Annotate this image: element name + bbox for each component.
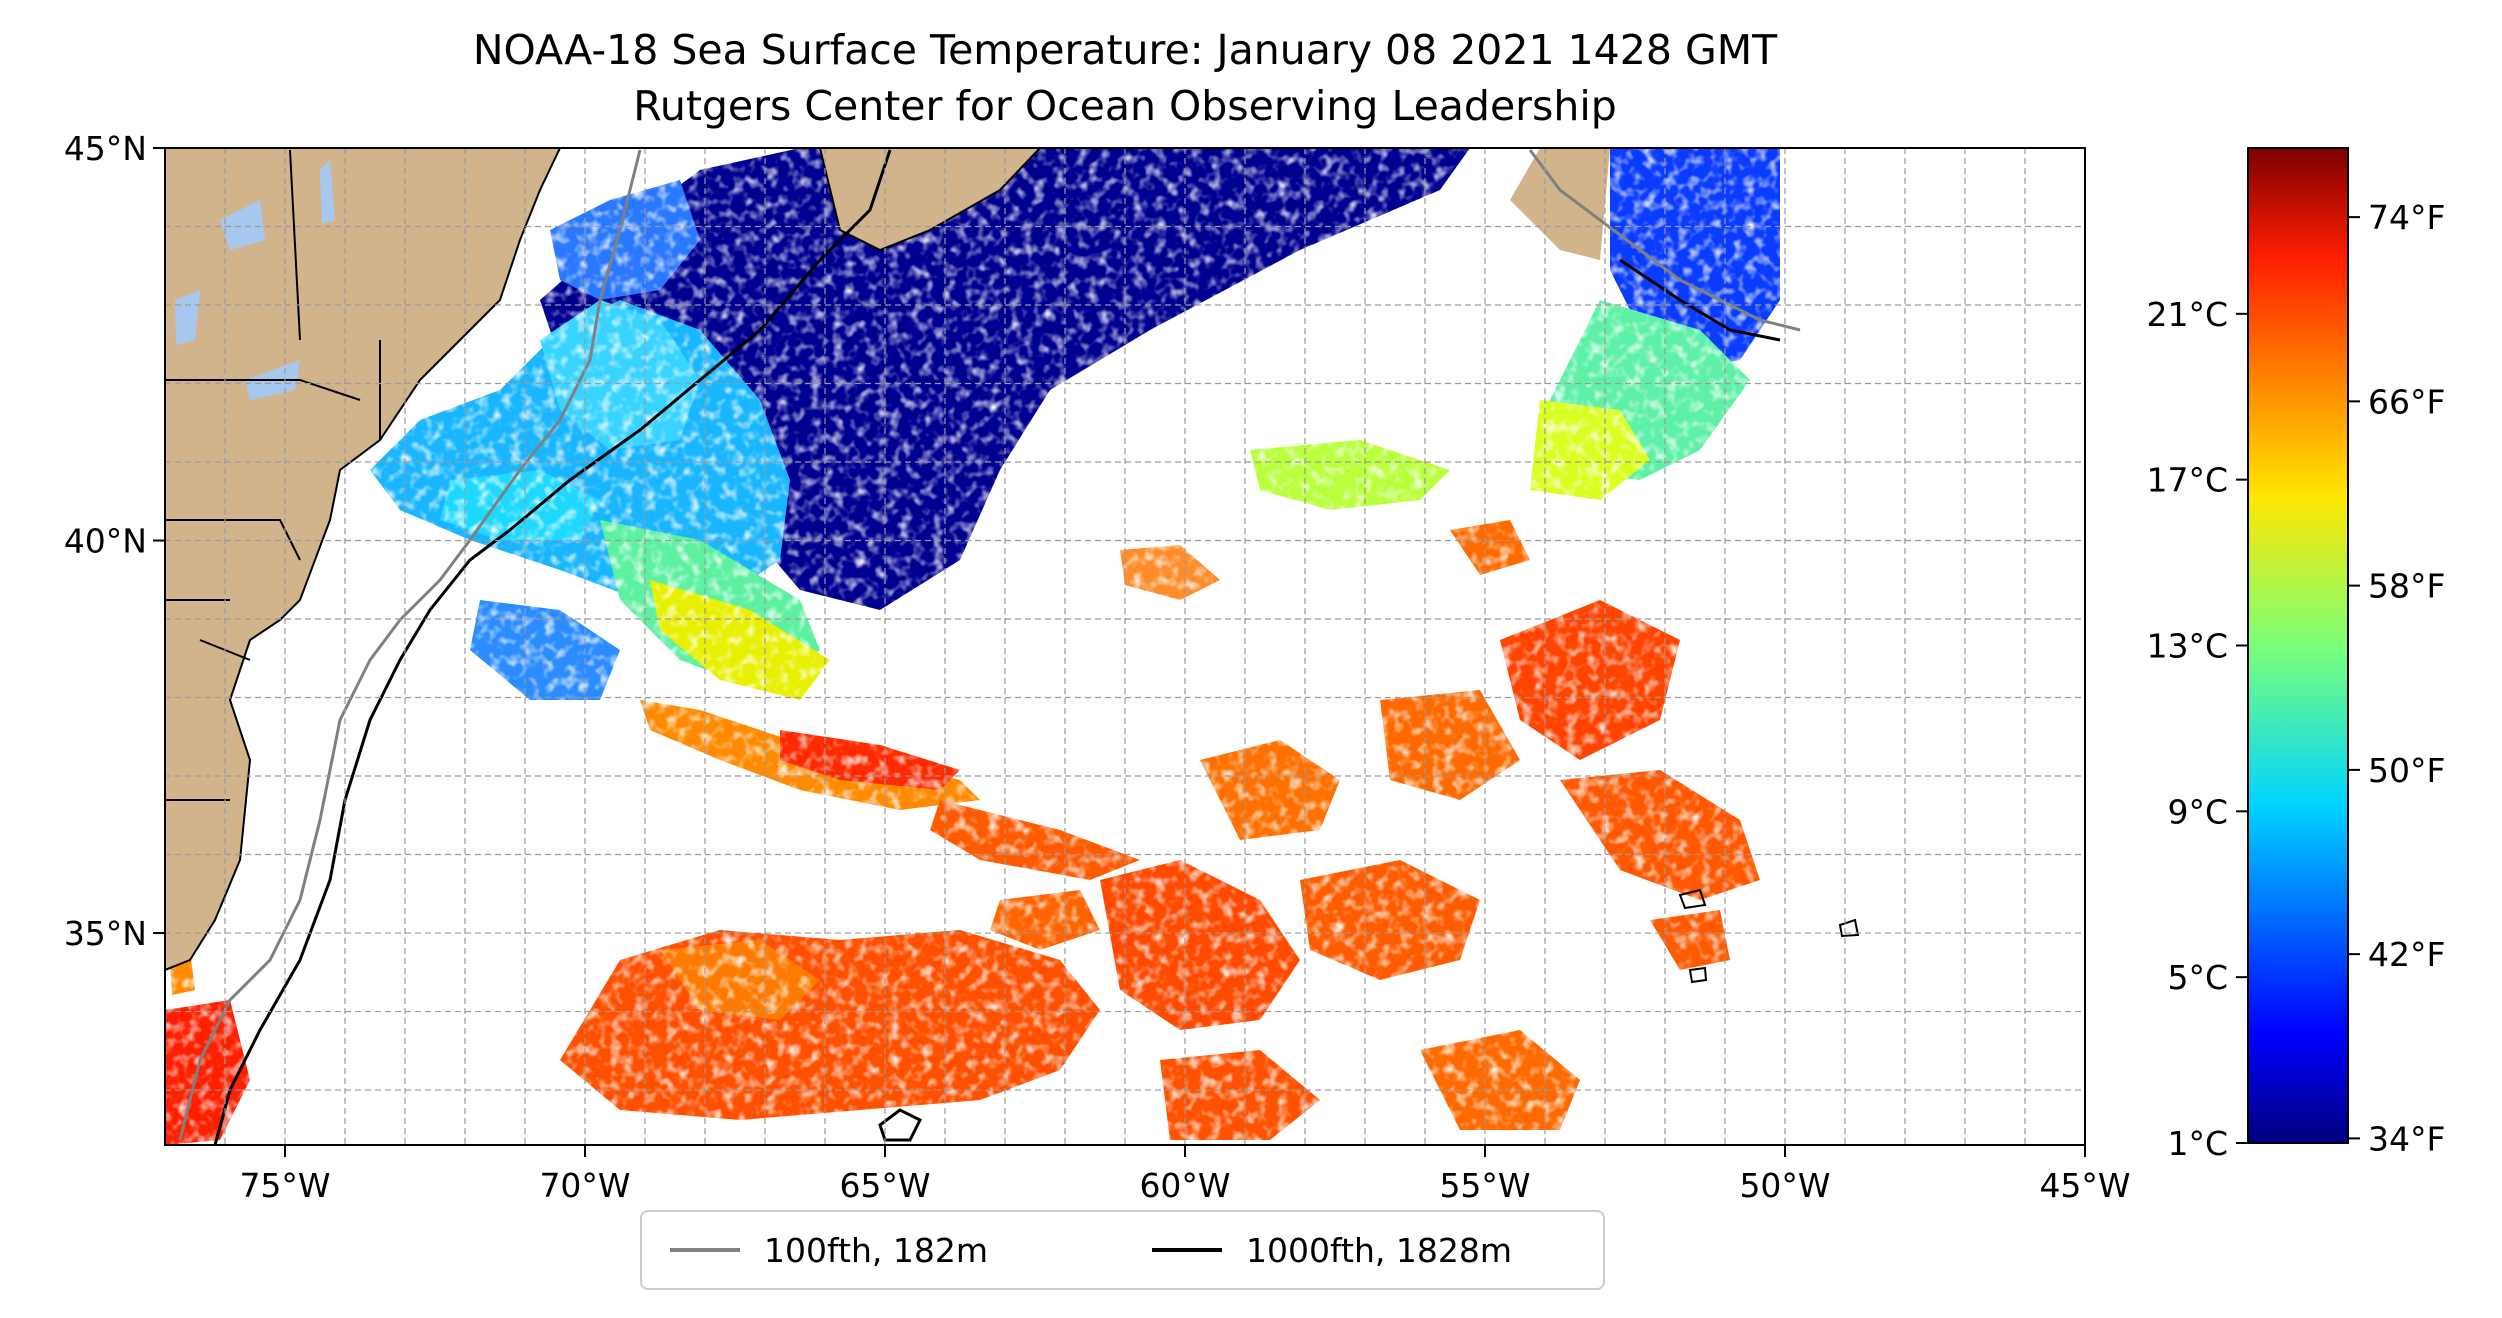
- lat-tick-label: 40°N: [64, 522, 147, 561]
- lat-tick-label: 45°N: [64, 129, 147, 168]
- fahrenheit-tick-label: 34°F: [2368, 1119, 2445, 1158]
- legend-swatch: [1152, 1248, 1222, 1252]
- legend-swatch: [670, 1248, 740, 1252]
- lon-tick-label: 50°W: [1739, 1166, 1830, 1205]
- celsius-tick-label: 13°C: [2146, 627, 2228, 666]
- legend: 100fth, 182m 1000fth, 1828m: [640, 1210, 1605, 1290]
- seamount-contour: [878, 1108, 923, 1142]
- latitude-axis: 45°N 40°N 35°N: [64, 129, 165, 953]
- lon-tick-label: 70°W: [539, 1166, 630, 1205]
- legend-item-1000fth: 1000fth, 1828m: [1152, 1212, 1512, 1288]
- fahrenheit-tick-label: 50°F: [2368, 751, 2445, 790]
- isobath-1000fth: [213, 149, 892, 1145]
- fahrenheit-tick-label: 42°F: [2368, 935, 2445, 974]
- lon-tick-label: 65°W: [839, 1166, 930, 1205]
- lake-shape: [320, 160, 335, 224]
- lon-tick-label: 75°W: [239, 1166, 330, 1205]
- colorbar: [2247, 147, 2349, 1144]
- seamount-contour: [1678, 888, 1860, 984]
- isobath-1000fth: [1619, 258, 1781, 342]
- map-subtitle: Rutgers Center for Ocean Observing Leade…: [633, 82, 1617, 130]
- lon-tick-label: 55°W: [1439, 1166, 1530, 1205]
- celsius-tick-label: 17°C: [2146, 461, 2228, 500]
- legend-label: 100fth, 182m: [764, 1230, 988, 1270]
- lon-tick-label: 45°W: [2039, 1166, 2130, 1205]
- lon-tick-label: 60°W: [1139, 1166, 1230, 1205]
- lake-shape: [175, 290, 200, 345]
- isobaths: [178, 149, 1860, 1145]
- legend-label: 1000fth, 1828m: [1246, 1230, 1512, 1270]
- land-mask: [165, 148, 1900, 972]
- legend-item-100fth: 100fth, 182m: [670, 1212, 988, 1288]
- celsius-tick-label: 21°C: [2146, 295, 2228, 334]
- isobath-100fth: [178, 149, 642, 1141]
- fahrenheit-tick-label: 74°F: [2368, 198, 2445, 237]
- map-title: NOAA-18 Sea Surface Temperature: January…: [472, 26, 1778, 74]
- fahrenheit-tick-label: 66°F: [2368, 382, 2445, 421]
- lake-shape: [220, 200, 265, 250]
- celsius-tick-label: 1°C: [2167, 1124, 2228, 1163]
- colorbar-fahrenheit-axis: 34°F 42°F 50°F 58°F 66°F 74°F: [2348, 198, 2445, 1158]
- lat-tick-label: 35°N: [64, 914, 147, 953]
- isobath-100fth: [1528, 149, 1801, 332]
- longitude-axis: 75°W 70°W 65°W 60°W 55°W 50°W 45°W: [239, 1145, 2131, 1205]
- map-frame: [164, 147, 2086, 1146]
- celsius-tick-label: 5°C: [2167, 958, 2228, 997]
- fahrenheit-tick-label: 58°F: [2368, 567, 2445, 606]
- celsius-tick-label: 9°C: [2167, 792, 2228, 831]
- colorbar-celsius-axis: 1°C 5°C 9°C 13°C 17°C 21°C: [2146, 295, 2248, 1163]
